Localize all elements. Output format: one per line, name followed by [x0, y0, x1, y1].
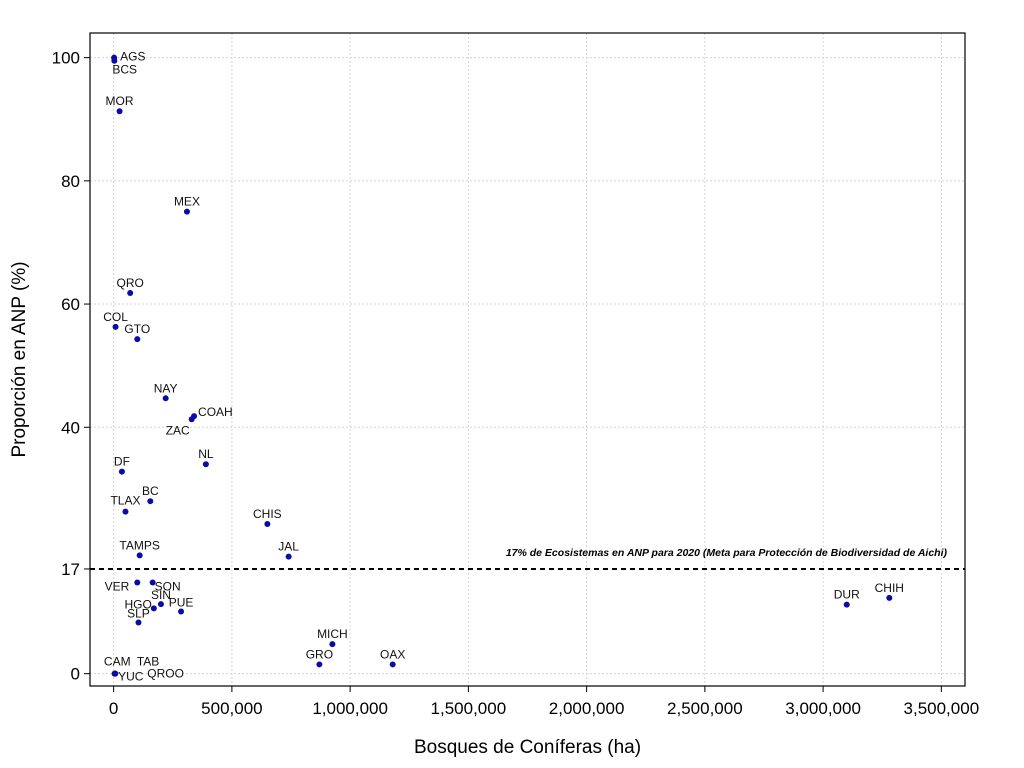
y-tick-label: 80 [61, 172, 80, 191]
point-label-oax: OAX [380, 647, 405, 661]
data-point-nl [202, 461, 209, 468]
point-label-bcs: BCS [112, 63, 137, 77]
data-points [111, 54, 893, 677]
point-label-zac: ZAC [166, 423, 190, 437]
point-label-nl: NL [198, 447, 214, 461]
data-point-ver [134, 579, 141, 586]
data-point-bc [147, 498, 154, 505]
point-label-son: SON [155, 580, 181, 594]
point-label-col: COL [103, 310, 128, 324]
y-tick-label: 40 [61, 418, 80, 437]
data-point-jal [285, 553, 292, 560]
point-label-yuc: YUC [118, 670, 144, 684]
point-label-tlax: TLAX [110, 494, 140, 508]
grid [90, 33, 965, 686]
data-point-tamps [136, 552, 143, 559]
y-tick-label: 60 [61, 295, 80, 314]
point-label-nay: NAY [154, 381, 178, 395]
data-point-tlax [122, 508, 129, 515]
x-tick-label: 1,000,000 [312, 699, 388, 718]
reference-line-label: 17% de Ecosistemas en ANP para 2020 (Met… [506, 547, 948, 559]
data-point-mex [183, 208, 190, 215]
data-point-mor [116, 108, 123, 115]
y-tick-label: 0 [71, 665, 80, 684]
point-label-ver: VER [105, 580, 130, 594]
point-label-dur: DUR [834, 588, 860, 602]
data-point-slp [135, 619, 142, 626]
point-label-tab: TAB [137, 655, 159, 669]
point-label-jal: JAL [278, 540, 299, 554]
data-point-chis [264, 520, 271, 527]
data-point-chih [886, 594, 893, 601]
data-point-gro [316, 661, 323, 668]
data-point-son [149, 579, 156, 586]
point-label-bc: BC [142, 484, 159, 498]
point-label-chis: CHIS [253, 507, 282, 521]
x-tick-label: 1,500,000 [431, 699, 507, 718]
point-label-chih: CHIH [875, 581, 904, 595]
y-tick-label: 100 [52, 49, 80, 68]
point-label-mex: MEX [174, 195, 200, 209]
point-label-coah: COAH [198, 405, 233, 419]
data-point-hgo [150, 605, 157, 612]
data-point-mich [329, 641, 336, 648]
data-point-qro [127, 289, 134, 296]
data-point-bcs [111, 57, 118, 64]
data-point-nay [162, 395, 169, 402]
data-point-zac [188, 416, 195, 423]
data-point-col [112, 323, 119, 330]
x-tick-label: 0 [109, 699, 118, 718]
point-label-sin: SIN [151, 588, 171, 602]
x-tick-label: 3,000,000 [785, 699, 861, 718]
point-label-mor: MOR [106, 94, 134, 108]
data-point-qroo [112, 670, 119, 677]
x-axis-title: Bosques de Coníferas (ha) [414, 737, 641, 758]
data-point-oax [389, 661, 396, 668]
point-label-pue: PUE [169, 595, 194, 609]
data-point-gto [134, 336, 141, 343]
data-point-pue [178, 608, 185, 615]
data-point-dur [843, 601, 850, 608]
x-axis: 0 500,000 1,000,000 1,500,000 2,000,000 2,500… [109, 686, 979, 718]
plot-frame [89, 32, 966, 687]
point-label-qroo: QROO [147, 667, 184, 681]
x-tick-label: 500,000 [201, 699, 262, 718]
point-label-slp: SLP [127, 607, 150, 621]
x-tick-label: 3,500,000 [904, 699, 980, 718]
x-tick-label: 2,000,000 [549, 699, 625, 718]
point-label-hgo: HGO [125, 597, 152, 611]
y-axis: 0 17 40 60 80 100 [52, 49, 90, 684]
point-label-mich: MICH [317, 627, 348, 641]
point-label-tamps: TAMPS [119, 538, 159, 552]
point-label-qro: QRO [117, 276, 144, 290]
data-point-df [118, 468, 125, 475]
data-point-sin [157, 601, 164, 608]
point-label-cam: CAM [104, 655, 131, 669]
x-tick-label: 2,500,000 [667, 699, 743, 718]
y-axis-title: Proporción en ANP (%) [9, 261, 30, 457]
point-label-gto: GTO [124, 322, 150, 336]
point-label-df: DF [114, 455, 130, 469]
y-tick-label: 17 [61, 560, 80, 579]
point-label-ags: AGS [120, 50, 145, 64]
point-label-gro: GRO [306, 647, 333, 661]
